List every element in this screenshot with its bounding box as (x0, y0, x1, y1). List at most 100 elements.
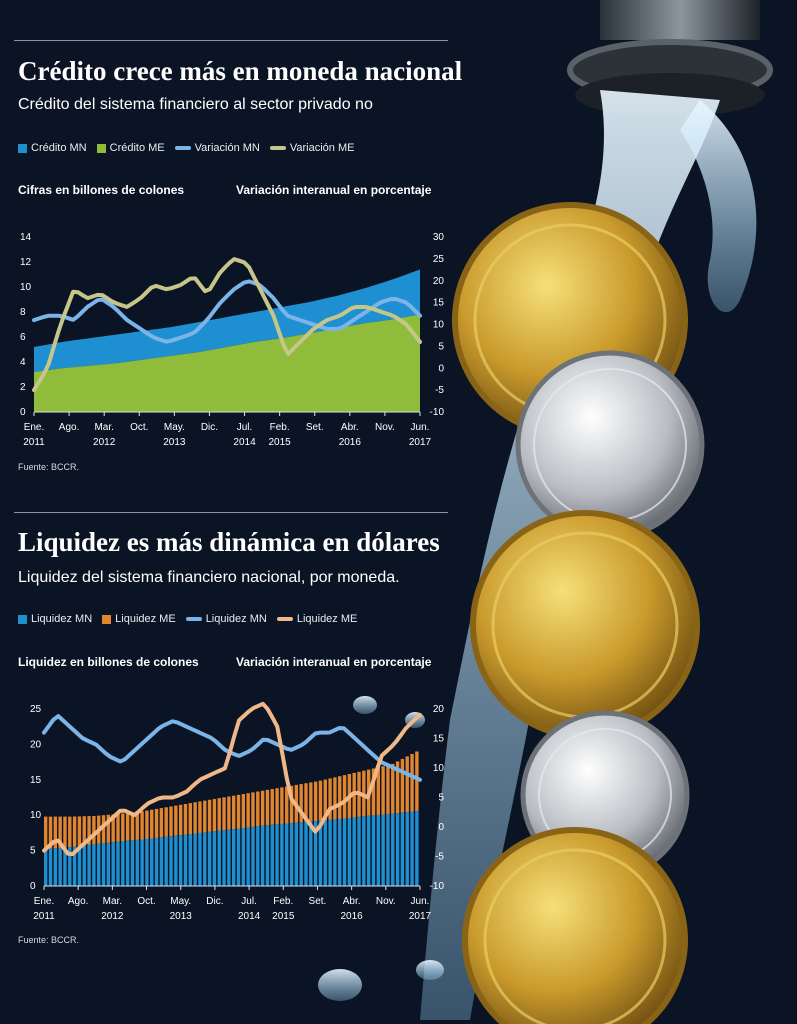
bar-liquidez-me (289, 785, 294, 824)
series-line-1 (32, 279, 422, 344)
left-tick-label: 20 (30, 739, 42, 750)
legend-label: Liquidez MN (31, 613, 93, 625)
chart2-right-axis-title: Variación interanual en porcentaje (236, 655, 432, 669)
bar-liquidez-me (87, 816, 91, 845)
bar-liquidez-mn (48, 848, 53, 886)
left-tick-label: 8 (20, 307, 26, 318)
bar-liquidez-mn (106, 842, 111, 886)
x-tick-label: 2011 (33, 911, 55, 922)
x-tick-label: 2011 (23, 437, 45, 448)
bar-liquidez-me (44, 816, 48, 850)
bar-liquidez-me (178, 804, 183, 836)
bar-liquidez-mn (77, 846, 82, 886)
bar-liquidez-mn (260, 825, 265, 886)
bar-liquidez-me (150, 809, 154, 839)
x-tick-label: 2013 (170, 911, 193, 922)
bar-liquidez-mn (72, 846, 77, 886)
left-tick-label: 0 (30, 881, 36, 892)
bar-liquidez-me (135, 811, 139, 840)
right-tick-label: 20 (433, 704, 445, 715)
legend-label: Variación ME (289, 142, 355, 154)
bar-liquidez-me (68, 816, 72, 848)
bar-liquidez-me (299, 784, 303, 823)
bar-liquidez-mn (241, 827, 246, 886)
bar-liquidez-mn (347, 817, 352, 886)
chart2-plot: 0 5 10 15 20 25 -10 -5 0 5 10 15 20 Ene. 2011 Ago. Mar. 2… (30, 701, 445, 922)
series-line-1 (42, 714, 422, 782)
bar-liquidez-mn (217, 830, 221, 886)
bar-liquidez-mn (270, 824, 274, 886)
gold-coin-bottom (462, 827, 688, 1024)
bar-liquidez-mn (366, 815, 371, 886)
bar-liquidez-mn (265, 825, 270, 886)
bar-liquidez-mn (391, 813, 395, 886)
legend-label: Crédito ME (109, 142, 165, 154)
bar-liquidez-me (183, 803, 188, 835)
chart1-legend: Crédito MN Crédito ME Variación MN Varia… (18, 142, 354, 154)
legend-item: Liquidez ME (276, 613, 357, 625)
gold-coin-middle (470, 510, 700, 740)
chart2-subtitle: Liquidez del sistema financiero nacional… (18, 569, 400, 586)
bar-liquidez-mn (410, 811, 414, 886)
top-rule-2 (14, 512, 448, 513)
bar-liquidez-me (174, 805, 178, 836)
x-tick-label: 2013 (163, 437, 186, 448)
bar-liquidez-mn (381, 814, 385, 886)
bar-liquidez-me (285, 786, 289, 824)
silver-coin-upper (515, 350, 705, 540)
x-tick-label: Ago. (59, 422, 80, 433)
legend-swatch (18, 614, 27, 624)
left-tick-label: 10 (20, 282, 32, 293)
right-tick-label: -10 (430, 881, 445, 892)
bar-liquidez-me (395, 761, 400, 814)
chart1-title: Crédito crece más en moneda nacional (18, 56, 463, 86)
x-tick-label: Jun. (411, 896, 430, 907)
bar-liquidez-mn (246, 827, 250, 886)
area-credito-me (34, 314, 420, 412)
area-credito-mn (34, 269, 420, 372)
bar-liquidez-mn (362, 816, 366, 886)
bar-liquidez-mn (304, 821, 308, 886)
bar-liquidez-mn (145, 839, 149, 886)
bar-liquidez-mn (294, 822, 299, 886)
x-tick-label: Oct. (130, 422, 148, 433)
right-tick-label: 5 (438, 341, 444, 352)
x-tick-label: Feb. (273, 896, 293, 907)
bar-liquidez-mn (183, 834, 188, 886)
bar-liquidez-me (72, 816, 77, 847)
bar-liquidez-me (198, 801, 202, 833)
x-tick-label: Set. (306, 422, 324, 433)
bar-liquidez-mn (116, 841, 120, 886)
bar-liquidez-me (193, 802, 197, 834)
x-tick-label: Set. (309, 896, 327, 907)
bar-liquidez-mn (280, 823, 284, 886)
right-tick-label: 0 (438, 363, 444, 374)
bar-liquidez-mn (222, 830, 226, 886)
bar-liquidez-mn (125, 840, 130, 886)
legend-swatch (185, 617, 202, 621)
bar-liquidez-me (154, 808, 159, 838)
bar-liquidez-me (241, 794, 246, 828)
series-line-2 (42, 701, 422, 857)
faucet-body (600, 0, 760, 40)
right-tick-label: 30 (433, 232, 445, 243)
bar-liquidez-mn (135, 839, 139, 886)
bar-liquidez-mn (121, 841, 125, 886)
legend-item: Crédito ME (96, 142, 165, 154)
legend-label: Crédito MN (31, 142, 87, 154)
bar-liquidez-mn (333, 819, 337, 886)
bar-liquidez-mn (376, 814, 380, 886)
chart1-subtitle: Crédito del sistema financiero al sector… (18, 96, 373, 113)
bar-liquidez-me (313, 781, 318, 822)
top-rule-1 (14, 40, 448, 41)
bar-liquidez-me (381, 766, 385, 815)
bar-liquidez-mn (188, 834, 192, 886)
bar-liquidez-me (304, 783, 308, 822)
left-tick-label: 5 (30, 846, 36, 857)
bar-liquidez-me (415, 751, 419, 811)
bar-liquidez-me (164, 807, 168, 837)
bar-liquidez-mn (82, 845, 86, 886)
bar-liquidez-mn (400, 812, 405, 886)
bar-liquidez-mn (58, 847, 62, 886)
bar-liquidez-mn (285, 823, 289, 886)
